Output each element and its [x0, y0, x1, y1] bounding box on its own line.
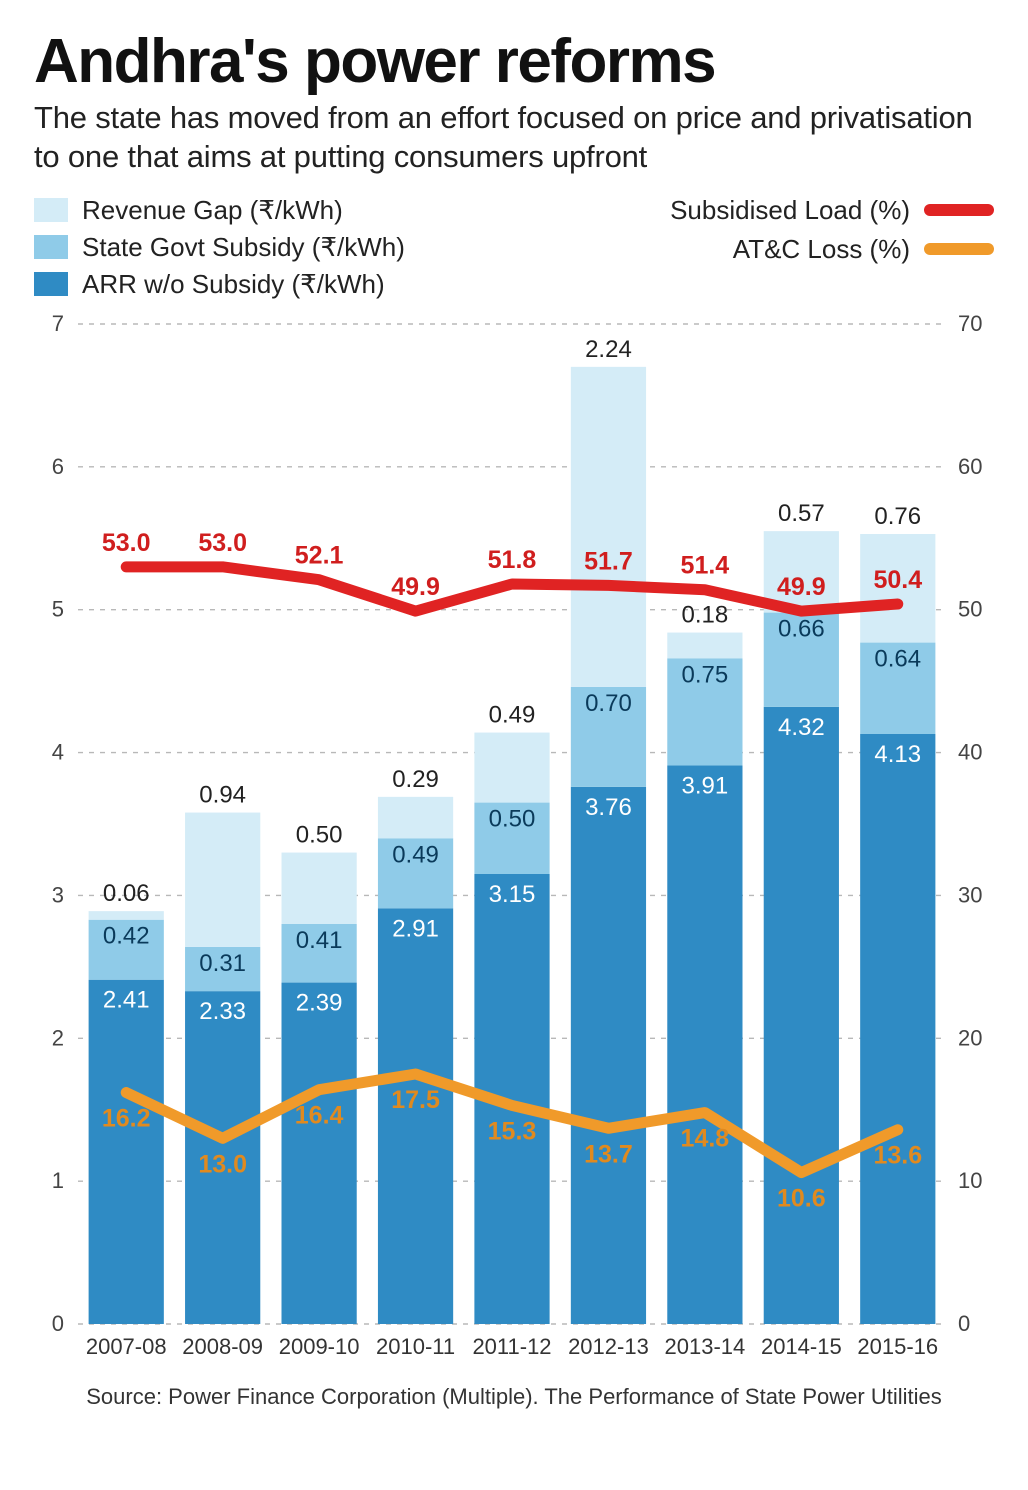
subhead: The state has moved from an effort focus… [34, 99, 994, 177]
svg-text:0: 0 [52, 1311, 64, 1336]
legend-item: ARR w/o Subsidy (₹/kWh) [34, 269, 405, 300]
svg-text:2012-13: 2012-13 [568, 1334, 649, 1359]
svg-text:2.91: 2.91 [392, 915, 439, 942]
svg-text:5: 5 [52, 596, 64, 621]
svg-text:2014-15: 2014-15 [761, 1334, 842, 1359]
legend-item: AT&C Loss (%) [733, 234, 994, 265]
svg-text:16.4: 16.4 [295, 1101, 344, 1129]
svg-text:7: 7 [52, 314, 64, 336]
legend-label: Subsidised Load (%) [670, 195, 910, 226]
svg-text:0.50: 0.50 [296, 821, 343, 848]
svg-text:2011-12: 2011-12 [472, 1334, 551, 1359]
svg-text:3.15: 3.15 [489, 881, 536, 908]
svg-text:13.7: 13.7 [584, 1140, 633, 1168]
svg-text:0.57: 0.57 [778, 500, 825, 527]
svg-text:0.41: 0.41 [296, 927, 343, 954]
legend-item: Revenue Gap (₹/kWh) [34, 195, 405, 226]
svg-text:1: 1 [52, 1168, 64, 1193]
svg-text:3.76: 3.76 [585, 794, 632, 821]
svg-text:70: 70 [958, 314, 982, 336]
svg-text:51.7: 51.7 [584, 547, 633, 575]
svg-text:0.49: 0.49 [392, 841, 439, 868]
legend-item: Subsidised Load (%) [670, 195, 994, 226]
svg-text:2010-11: 2010-11 [376, 1334, 455, 1359]
svg-text:3.91: 3.91 [682, 772, 729, 799]
svg-text:17.5: 17.5 [391, 1086, 440, 1114]
legend-swatch [34, 198, 68, 222]
svg-text:0.29: 0.29 [392, 766, 439, 793]
svg-text:14.8: 14.8 [681, 1124, 730, 1152]
svg-text:15.3: 15.3 [488, 1117, 537, 1145]
svg-text:2008-09: 2008-09 [182, 1334, 263, 1359]
legend-item: State Govt Subsidy (₹/kWh) [34, 232, 405, 263]
legend-line-swatch [924, 243, 994, 255]
svg-text:0.50: 0.50 [489, 805, 536, 832]
svg-text:0.66: 0.66 [778, 615, 825, 642]
source-line: Source: Power Finance Corporation (Multi… [34, 1384, 994, 1410]
svg-text:51.8: 51.8 [488, 546, 537, 574]
svg-text:0.94: 0.94 [199, 781, 246, 808]
svg-text:2.41: 2.41 [103, 986, 150, 1013]
svg-text:53.0: 53.0 [102, 529, 151, 557]
svg-text:50: 50 [958, 596, 982, 621]
legend-label: Revenue Gap (₹/kWh) [82, 195, 343, 226]
svg-text:4: 4 [52, 739, 64, 764]
chart: 012345670102030405060700.060.422.410.940… [34, 314, 994, 1374]
legend-label: ARR w/o Subsidy (₹/kWh) [82, 269, 385, 300]
svg-text:40: 40 [958, 739, 982, 764]
svg-text:2009-10: 2009-10 [279, 1334, 360, 1359]
svg-text:2015-16: 2015-16 [857, 1334, 938, 1359]
legend: Revenue Gap (₹/kWh) State Govt Subsidy (₹… [34, 195, 994, 300]
svg-text:49.9: 49.9 [777, 573, 826, 601]
svg-text:10: 10 [958, 1168, 982, 1193]
chart-svg: 012345670102030405060700.060.422.410.940… [34, 314, 994, 1374]
legend-left: Revenue Gap (₹/kWh) State Govt Subsidy (₹… [34, 195, 405, 300]
legend-right: Subsidised Load (%) AT&C Loss (%) [670, 195, 994, 300]
svg-text:0.49: 0.49 [489, 701, 536, 728]
svg-text:0.76: 0.76 [874, 503, 921, 530]
svg-text:10.6: 10.6 [777, 1184, 826, 1212]
svg-text:2: 2 [52, 1025, 64, 1050]
svg-text:52.1: 52.1 [295, 541, 344, 569]
svg-text:50.4: 50.4 [873, 566, 922, 594]
legend-label: State Govt Subsidy (₹/kWh) [82, 232, 405, 263]
svg-text:2.24: 2.24 [585, 336, 632, 363]
svg-text:49.9: 49.9 [391, 573, 440, 601]
legend-line-swatch [924, 204, 994, 216]
legend-swatch [34, 272, 68, 296]
svg-text:16.2: 16.2 [102, 1104, 151, 1132]
chart-container: Andhra's power reforms The state has mov… [0, 0, 1028, 1490]
svg-text:4.13: 4.13 [874, 741, 921, 768]
svg-text:51.4: 51.4 [681, 551, 730, 579]
svg-text:30: 30 [958, 882, 982, 907]
svg-text:53.0: 53.0 [198, 529, 247, 557]
legend-swatch [34, 235, 68, 259]
svg-text:3: 3 [52, 882, 64, 907]
svg-text:2007-08: 2007-08 [86, 1334, 167, 1359]
svg-text:2.39: 2.39 [296, 989, 343, 1016]
svg-text:0.06: 0.06 [103, 880, 150, 907]
svg-text:0.75: 0.75 [682, 661, 729, 688]
svg-text:20: 20 [958, 1025, 982, 1050]
svg-text:6: 6 [52, 454, 64, 479]
svg-text:4.32: 4.32 [778, 714, 825, 741]
svg-text:60: 60 [958, 454, 982, 479]
svg-text:0: 0 [958, 1311, 970, 1336]
svg-text:0.64: 0.64 [874, 645, 921, 672]
svg-text:2013-14: 2013-14 [665, 1334, 746, 1359]
legend-label: AT&C Loss (%) [733, 234, 910, 265]
svg-text:0.31: 0.31 [199, 950, 246, 977]
svg-text:0.70: 0.70 [585, 690, 632, 717]
svg-text:0.42: 0.42 [103, 922, 150, 949]
headline: Andhra's power reforms [34, 30, 994, 93]
svg-text:13.6: 13.6 [873, 1141, 922, 1169]
svg-text:0.18: 0.18 [682, 601, 729, 628]
svg-text:13.0: 13.0 [198, 1150, 247, 1178]
svg-text:2.33: 2.33 [199, 998, 246, 1025]
